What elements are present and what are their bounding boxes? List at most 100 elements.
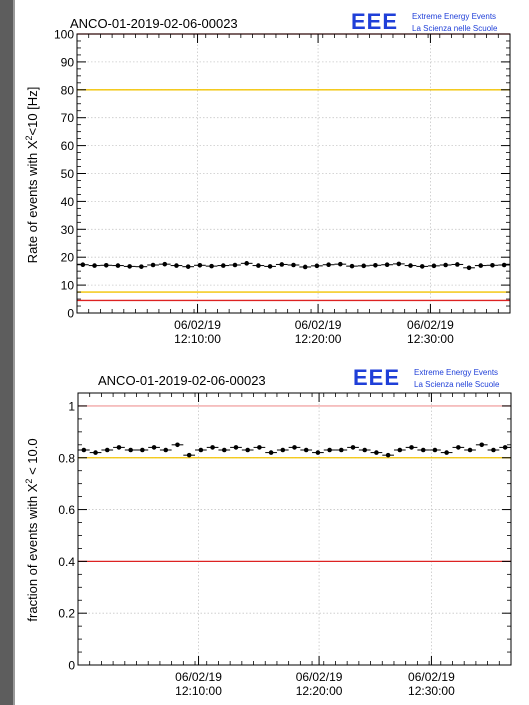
chart2-x-tick-label-time: 12:30:00 (408, 684, 455, 698)
chart1-point-marker (326, 262, 331, 268)
chart2-data-point (417, 447, 430, 453)
chart2-point-marker (432, 447, 438, 453)
chart1-logo-line1: Extreme Energy Events (412, 12, 496, 21)
chart2-y-tick-label: 0.4 (58, 555, 75, 569)
chart1-data-point (416, 264, 429, 269)
chart2-point-marker (397, 447, 403, 453)
chart2-point-marker (315, 450, 321, 455)
chart2-point-marker (116, 445, 122, 450)
chart1-data-point (264, 264, 276, 269)
chart2-x-tick-label-date: 06/02/19 (296, 670, 343, 684)
chart1-point-marker (431, 263, 437, 269)
chart1-data-point (334, 261, 347, 267)
chart2-data-point (136, 447, 149, 453)
chart1-data-point (194, 262, 206, 268)
chart2-data-point (300, 447, 313, 453)
chart2-point-marker (198, 447, 204, 453)
chart2-logo-line2: La Scienza nelle Scuole (414, 380, 500, 389)
chart1-point-marker (396, 261, 402, 267)
chart1-point-marker (373, 262, 378, 268)
chart1-y-axis-label: Rate of events with X2<10 [Hz] (24, 87, 40, 264)
chart1-y-tick-label: 30 (61, 223, 75, 237)
chart1-point-marker (92, 263, 97, 268)
chart1-point-marker (127, 264, 132, 269)
chart1-header: ANCO-01-2019-02-06-00023 EEE Extreme Ene… (24, 9, 498, 263)
chart2-logo-letters: EEE (353, 365, 400, 390)
chart1-logo-letters: EEE (351, 9, 398, 34)
chart1-data-point (369, 262, 382, 268)
chart1-point-marker (443, 262, 448, 268)
chart1-data-point (311, 263, 323, 269)
chart1-data-point (392, 261, 405, 267)
chart2-point-marker (303, 447, 309, 453)
chart1-data-point (100, 262, 113, 268)
chart1-data-point (158, 261, 171, 267)
chart2-data-point (183, 452, 196, 458)
chart1-data-point (287, 262, 300, 268)
chart2-point-marker (186, 452, 192, 458)
chart2-data-point (265, 450, 277, 455)
chart1-data-point (404, 263, 417, 268)
chart1-point-marker (501, 262, 507, 268)
chart2-x-tick-label-time: 12:10:00 (175, 684, 222, 698)
chart2-logo-line1: Extreme Energy Events (414, 368, 498, 377)
chart2-data-point (323, 447, 336, 453)
chart1-data-point (346, 263, 358, 269)
chart2-y-tick-label: 0.8 (58, 451, 75, 465)
chart2-point-marker (140, 447, 145, 453)
chart2-data-point (218, 447, 231, 453)
chart2-data-point (382, 452, 394, 458)
chart2-data-point (195, 447, 207, 453)
chart2-data-point (312, 450, 324, 455)
chart2-data-point (405, 445, 418, 450)
chart2-point-marker (245, 447, 250, 453)
chart2-point-marker (257, 445, 262, 450)
chart1-data-point (205, 263, 218, 269)
chart1-data-point (322, 262, 335, 268)
chart2-data-point (113, 445, 125, 450)
chart2-point-marker (502, 445, 508, 450)
chart2-data-point (475, 442, 488, 448)
chart1-point-marker (244, 261, 249, 266)
chart1-point-marker (338, 261, 343, 267)
chart2-data-point (253, 445, 266, 450)
chart1-data-point (217, 263, 230, 268)
chart1-point-marker (302, 264, 308, 270)
chart2-data-point (393, 447, 406, 453)
chart2-point-marker (491, 447, 496, 453)
chart2-data-point (499, 445, 511, 450)
chart2-data-point (78, 447, 90, 453)
chart2-y-tick-label: 1 (68, 399, 75, 413)
chart2-data-point (464, 447, 476, 453)
chart1-x-tick-label-time: 12:20:00 (295, 332, 342, 346)
chart1-point-marker (384, 262, 390, 268)
chart2-data-point (124, 447, 137, 453)
chart1-point-marker (209, 263, 214, 269)
chart1-point-marker (349, 263, 355, 269)
chart1-data-point (240, 261, 253, 266)
chart1-data-point (439, 262, 452, 268)
chart2-point-marker (163, 447, 169, 453)
chart1-y-tick-label: 0 (67, 307, 74, 321)
chart1-point-marker (361, 263, 367, 269)
chart1-y-tick-label: 50 (61, 167, 75, 181)
chart1-data-point (77, 262, 89, 268)
chart2-plot-frame (77, 392, 512, 666)
chart1-point-marker (267, 264, 273, 269)
chart1-y-tick-label: 60 (61, 139, 75, 153)
chart1-y-tick-label: 80 (61, 83, 75, 97)
chart1-data-point (357, 263, 370, 269)
chart2-point-marker (128, 447, 133, 453)
chart1-point-marker (150, 262, 156, 268)
chart2-point-marker (409, 445, 414, 450)
chart2-point-marker (420, 447, 426, 453)
chart1-plot-area: 010203040506070809010006/02/1912:10:0006… (54, 28, 511, 346)
chart1-y-tick-label: 100 (54, 28, 74, 42)
chart2-point-marker (221, 447, 227, 453)
chart2-data-point (89, 450, 102, 455)
chart2-point-marker (175, 442, 180, 448)
chart1-y-tick-label: 20 (61, 251, 75, 265)
chart1-point-marker (279, 262, 285, 267)
chart1-data-point (229, 262, 241, 268)
